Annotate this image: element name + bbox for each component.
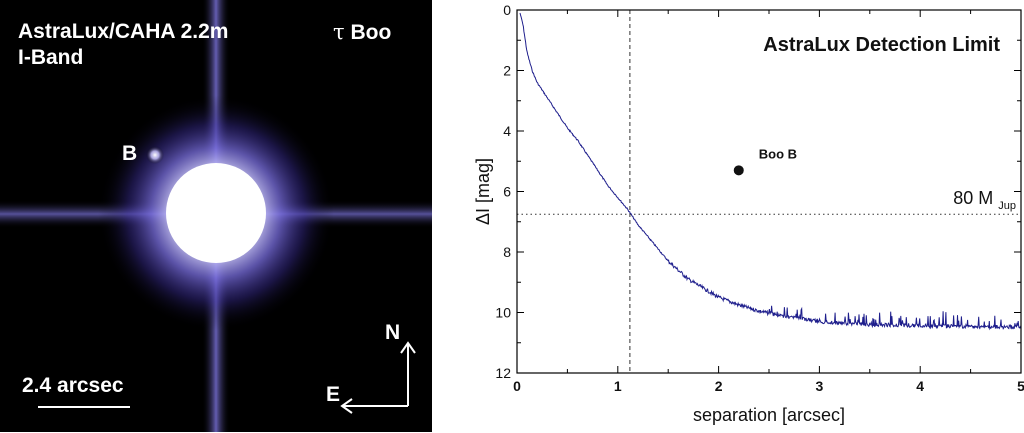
x-tick-label: 3 (816, 378, 824, 394)
chart-title: AstraLux Detection Limit (763, 34, 1000, 56)
y-tick-label: 8 (503, 244, 511, 260)
boo-b-point (733, 165, 744, 176)
detection-limit-chart: 80 M Jup Boo B 0 1 2 3 4 5 0 2 4 6 8 10 12 AstraLux … (470, 0, 1024, 433)
east-label: E (326, 383, 341, 406)
y-axis-label: ΔI [mag] (473, 158, 493, 225)
x-tick-label: 2 (715, 378, 723, 394)
x-tick-label: 4 (916, 378, 924, 394)
y-tick-label: 2 (503, 63, 511, 79)
target-name: Boo (350, 21, 392, 44)
y-tick-label: 4 (503, 123, 511, 139)
x-tick-label: 0 (513, 378, 521, 394)
x-tick-label: 5 (1017, 378, 1024, 394)
target-prefix: τ (333, 20, 345, 44)
x-tick-label: 1 (614, 378, 622, 394)
y-tick-label: 12 (495, 365, 511, 381)
boo-b-label: Boo B (759, 146, 797, 161)
astralux-image-panel: AstraLux/CAHA 2.2m I-Band τ Boo B 2.4 ar… (0, 0, 432, 432)
y-tick-label: 10 (495, 305, 511, 321)
companion-star (146, 146, 164, 164)
target-label: τ Boo (333, 20, 391, 45)
compass-arrows (340, 341, 416, 414)
x-axis-label: separation [arcsec] (693, 405, 845, 425)
star-image (0, 0, 432, 432)
y-tick-label: 0 (503, 2, 511, 18)
companion-label: B (122, 142, 138, 165)
detection-limit-curve (519, 12, 1022, 331)
band-label: I-Band (18, 46, 84, 69)
scale-label: 2.4 arcsec (22, 374, 124, 397)
instrument-label: AstraLux/CAHA 2.2m (18, 20, 229, 43)
mass-limit-label: 80 M Jup (953, 188, 1016, 212)
primary-star-core (166, 163, 266, 263)
north-label: N (385, 321, 401, 344)
y-tick-label: 6 (503, 184, 511, 200)
